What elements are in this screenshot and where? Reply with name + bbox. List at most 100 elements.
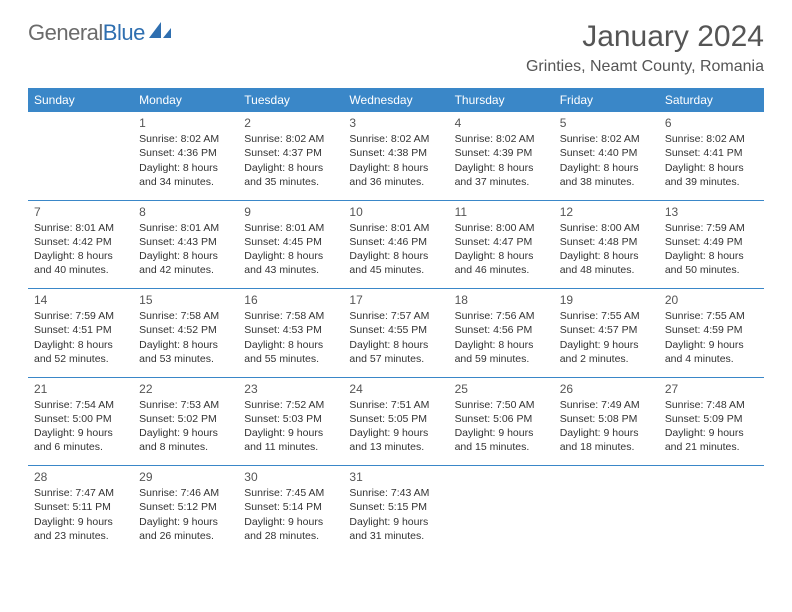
daylight-line: Daylight: 9 hours and 18 minutes.: [560, 426, 653, 454]
week-row: 21Sunrise: 7:54 AMSunset: 5:00 PM Dayligh…: [28, 378, 764, 466]
daylight-line: Daylight: 8 hours and 52 minutes.: [34, 338, 127, 366]
sunrise-line: Sunrise: 7:59 AM: [34, 309, 127, 323]
sunrise-line: Sunrise: 8:02 AM: [455, 132, 548, 146]
day-cell: [659, 466, 764, 554]
day-cell: 24Sunrise: 7:51 AMSunset: 5:05 PMDayligh…: [343, 378, 448, 466]
sunrise-line: Sunrise: 7:48 AM: [665, 398, 758, 412]
sail-icon: [147, 20, 173, 46]
sunset-line: Sunset: 4:52 PM: [139, 323, 232, 337]
day-cell: 15Sunrise: 7:58 AMSunset: 4:52 PMDayligh…: [133, 289, 238, 377]
daylight-line: Daylight: 9 hours and 28 minutes.: [244, 515, 337, 543]
calendar-table: SundayMondayTuesdayWednesdayThursdayFrid…: [28, 88, 764, 554]
day-cell: [449, 466, 554, 554]
title-block: January 2024 Grinties, Neamt County, Rom…: [526, 20, 764, 76]
location-label: Grinties, Neamt County, Romania: [526, 58, 764, 76]
sunrise-line: Sunrise: 7:57 AM: [349, 309, 442, 323]
sunset-line: Sunset: 5:06 PM: [455, 412, 548, 426]
sunset-line: Sunset: 5:11 PM: [34, 500, 127, 514]
day-cell: 23Sunrise: 7:52 AMSunset: 5:03 PMDayligh…: [238, 378, 343, 466]
day-cell: 27Sunrise: 7:48 AMSunset: 5:09 PMDayligh…: [659, 378, 764, 466]
daylight-line: Daylight: 9 hours and 21 minutes.: [665, 426, 758, 454]
daylight-line: Daylight: 9 hours and 15 minutes.: [455, 426, 548, 454]
day-cell: 4Sunrise: 8:02 AMSunset: 4:39 PMDaylight…: [449, 112, 554, 200]
day-cell: 10Sunrise: 8:01 AMSunset: 4:46 PMDayligh…: [343, 201, 448, 289]
daylight-line: Daylight: 8 hours and 40 minutes.: [34, 249, 127, 277]
day-cell: 2Sunrise: 8:02 AMSunset: 4:37 PMDaylight…: [238, 112, 343, 200]
sunset-line: Sunset: 4:37 PM: [244, 146, 337, 160]
day-number: 31: [349, 469, 442, 485]
sunrise-line: Sunrise: 7:47 AM: [34, 486, 127, 500]
sunrise-line: Sunrise: 7:55 AM: [665, 309, 758, 323]
sunset-line: Sunset: 5:00 PM: [34, 412, 127, 426]
day-number: 26: [560, 381, 653, 397]
sunset-line: Sunset: 4:48 PM: [560, 235, 653, 249]
daylight-line: Daylight: 9 hours and 13 minutes.: [349, 426, 442, 454]
day-cell: 31Sunrise: 7:43 AMSunset: 5:15 PMDayligh…: [343, 466, 448, 554]
day-cell: 28Sunrise: 7:47 AMSunset: 5:11 PMDayligh…: [28, 466, 133, 554]
day-cell: 8Sunrise: 8:01 AMSunset: 4:43 PMDaylight…: [133, 201, 238, 289]
sunrise-line: Sunrise: 7:54 AM: [34, 398, 127, 412]
daylight-line: Daylight: 8 hours and 35 minutes.: [244, 161, 337, 189]
calendar-body: 1Sunrise: 8:02 AMSunset: 4:36 PMDaylight…: [28, 112, 764, 554]
month-title: January 2024: [526, 20, 764, 54]
sunrise-line: Sunrise: 8:02 AM: [139, 132, 232, 146]
day-number: 23: [244, 381, 337, 397]
sunset-line: Sunset: 5:15 PM: [349, 500, 442, 514]
day-number: 3: [349, 115, 442, 131]
sunset-line: Sunset: 5:08 PM: [560, 412, 653, 426]
day-number: 19: [560, 292, 653, 308]
sunset-line: Sunset: 5:09 PM: [665, 412, 758, 426]
day-number: 24: [349, 381, 442, 397]
day-cell: 17Sunrise: 7:57 AMSunset: 4:55 PMDayligh…: [343, 289, 448, 377]
day-number: 14: [34, 292, 127, 308]
day-header: Friday: [554, 88, 659, 112]
day-number: 8: [139, 204, 232, 220]
sunset-line: Sunset: 4:38 PM: [349, 146, 442, 160]
sunset-line: Sunset: 4:46 PM: [349, 235, 442, 249]
day-number: 16: [244, 292, 337, 308]
day-header: Wednesday: [343, 88, 448, 112]
daylight-line: Daylight: 9 hours and 23 minutes.: [34, 515, 127, 543]
day-cell: 22Sunrise: 7:53 AMSunset: 5:02 PMDayligh…: [133, 378, 238, 466]
day-cell: 19Sunrise: 7:55 AMSunset: 4:57 PMDayligh…: [554, 289, 659, 377]
day-cell: 1Sunrise: 8:02 AMSunset: 4:36 PMDaylight…: [133, 112, 238, 200]
day-number: 12: [560, 204, 653, 220]
day-header-row: SundayMondayTuesdayWednesdayThursdayFrid…: [28, 88, 764, 112]
sunrise-line: Sunrise: 8:02 AM: [244, 132, 337, 146]
sunrise-line: Sunrise: 8:01 AM: [34, 221, 127, 235]
day-cell: 5Sunrise: 8:02 AMSunset: 4:40 PMDaylight…: [554, 112, 659, 200]
day-cell: 18Sunrise: 7:56 AMSunset: 4:56 PMDayligh…: [449, 289, 554, 377]
day-number: 2: [244, 115, 337, 131]
day-cell: 11Sunrise: 8:00 AMSunset: 4:47 PMDayligh…: [449, 201, 554, 289]
daylight-line: Daylight: 8 hours and 36 minutes.: [349, 161, 442, 189]
daylight-line: Daylight: 8 hours and 57 minutes.: [349, 338, 442, 366]
sunset-line: Sunset: 4:55 PM: [349, 323, 442, 337]
sunset-line: Sunset: 5:05 PM: [349, 412, 442, 426]
daylight-line: Daylight: 9 hours and 8 minutes.: [139, 426, 232, 454]
sunset-line: Sunset: 5:12 PM: [139, 500, 232, 514]
sunrise-line: Sunrise: 8:01 AM: [349, 221, 442, 235]
sunrise-line: Sunrise: 7:46 AM: [139, 486, 232, 500]
sunrise-line: Sunrise: 7:51 AM: [349, 398, 442, 412]
day-number: 6: [665, 115, 758, 131]
day-number: 21: [34, 381, 127, 397]
sunset-line: Sunset: 4:43 PM: [139, 235, 232, 249]
brand-part2: Blue: [103, 20, 145, 46]
sunrise-line: Sunrise: 7:52 AM: [244, 398, 337, 412]
day-cell: 21Sunrise: 7:54 AMSunset: 5:00 PMDayligh…: [28, 378, 133, 466]
daylight-line: Daylight: 8 hours and 37 minutes.: [455, 161, 548, 189]
sunset-line: Sunset: 5:14 PM: [244, 500, 337, 514]
week-row: 1Sunrise: 8:02 AMSunset: 4:36 PMDaylight…: [28, 112, 764, 200]
day-cell: 13Sunrise: 7:59 AMSunset: 4:49 PMDayligh…: [659, 201, 764, 289]
daylight-line: Daylight: 8 hours and 38 minutes.: [560, 161, 653, 189]
day-cell: 16Sunrise: 7:58 AMSunset: 4:53 PMDayligh…: [238, 289, 343, 377]
day-header: Tuesday: [238, 88, 343, 112]
sunrise-line: Sunrise: 8:01 AM: [244, 221, 337, 235]
day-number: 29: [139, 469, 232, 485]
day-number: 25: [455, 381, 548, 397]
day-cell: 30Sunrise: 7:45 AMSunset: 5:14 PMDayligh…: [238, 466, 343, 554]
sunrise-line: Sunrise: 7:43 AM: [349, 486, 442, 500]
sunset-line: Sunset: 4:42 PM: [34, 235, 127, 249]
day-number: 27: [665, 381, 758, 397]
day-header: Thursday: [449, 88, 554, 112]
